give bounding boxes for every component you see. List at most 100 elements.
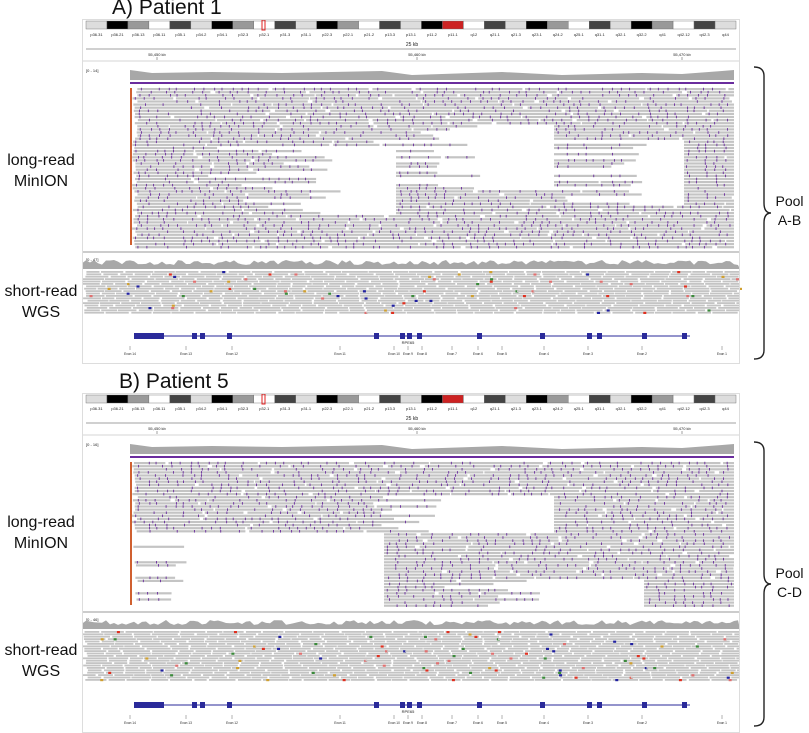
insertion-marker <box>512 205 514 209</box>
insertion-marker <box>224 115 226 119</box>
insertion-marker <box>720 576 722 580</box>
insertion-marker <box>363 520 365 524</box>
insertion-marker <box>138 177 140 181</box>
insertion-marker <box>715 557 717 561</box>
insertion-marker <box>315 109 317 113</box>
insertion-marker <box>727 464 729 468</box>
insertion-marker <box>399 202 401 206</box>
insertion-marker <box>501 554 503 558</box>
insertion-marker <box>140 87 142 91</box>
mismatch-marker <box>660 645 664 648</box>
long-read <box>730 545 734 548</box>
insertion-marker <box>727 598 729 601</box>
short-read <box>440 278 462 280</box>
insertion-marker <box>167 477 168 480</box>
mismatch-marker <box>116 631 120 634</box>
insertion-marker <box>598 557 599 561</box>
gene-name-label: RPE65 <box>402 709 415 714</box>
short-read <box>462 657 490 660</box>
short-read <box>564 655 585 657</box>
long-read <box>384 592 435 595</box>
short-read <box>696 635 724 638</box>
insertion-marker <box>725 159 727 162</box>
short-read <box>442 273 460 276</box>
insertion-marker <box>194 474 196 477</box>
insertion-marker <box>364 474 366 477</box>
insertion-marker <box>203 211 205 215</box>
igv-browser-panel-a[interactable]: p36.31 p36.21 p36.13 p36.11 p35.1 p34.2 p34.1 p… <box>82 19 742 364</box>
insertion-marker <box>491 118 493 122</box>
long-read <box>596 236 631 239</box>
insertion-marker <box>727 579 729 583</box>
insertion-marker <box>441 483 442 487</box>
insertion-marker <box>344 483 346 487</box>
short-read <box>162 297 185 300</box>
insertion-marker <box>209 180 211 184</box>
insertion-marker <box>700 576 702 580</box>
insertion-marker <box>648 505 650 508</box>
short-read <box>649 275 668 278</box>
ideogram-band <box>379 394 401 404</box>
mismatch-marker <box>332 674 336 677</box>
insertion-marker <box>433 489 434 493</box>
insertion-marker <box>664 601 666 604</box>
short-read <box>262 674 281 676</box>
insertion-marker <box>319 517 321 521</box>
short-read <box>635 633 663 636</box>
insertion-marker <box>693 137 695 140</box>
insertion-marker <box>227 508 228 511</box>
insertion-marker <box>225 177 226 181</box>
long-read-range-label: [0 - 14] <box>86 68 98 73</box>
insertion-marker <box>708 112 710 116</box>
insertion-marker <box>722 171 724 175</box>
short-read <box>679 307 693 309</box>
short-read <box>420 275 434 278</box>
mismatch-marker <box>739 287 742 290</box>
insertion-marker <box>716 180 717 184</box>
insertion-marker <box>405 131 407 134</box>
insertion-marker <box>670 227 672 230</box>
insertion-marker <box>441 548 443 552</box>
insertion-marker <box>717 205 718 209</box>
ideogram-band-label: p36.13 <box>132 406 145 411</box>
short-read <box>239 307 253 309</box>
short-read <box>409 655 437 657</box>
long-read <box>334 140 374 143</box>
insertion-marker <box>610 536 612 539</box>
igv-browser-panel-b[interactable]: p36.31 p36.21 p36.13 p36.11 p35.1 p34.2 p34.1 p… <box>82 393 742 733</box>
insertion-marker <box>171 464 173 468</box>
long-read <box>329 499 442 502</box>
short-read <box>499 309 517 312</box>
insertion-marker <box>702 592 704 595</box>
short-read <box>125 271 154 273</box>
insertion-marker <box>476 245 478 249</box>
ruler-tick-label: 55,470 kb <box>673 52 691 57</box>
insertion-marker <box>554 205 556 209</box>
insertion-marker <box>655 211 657 215</box>
insertion-marker <box>195 202 197 206</box>
long-read <box>357 468 491 471</box>
insertion-marker <box>635 118 637 122</box>
insertion-marker <box>428 474 430 477</box>
insertion-marker <box>161 208 163 212</box>
insertion-marker <box>140 131 142 134</box>
chromosome-ideogram: p36.31 p36.21 p36.13 p36.11 p35.1 p34.2 p34.1 p… <box>85 19 737 37</box>
insertion-marker <box>646 224 648 227</box>
short-read <box>292 657 314 660</box>
short-read <box>245 647 272 650</box>
insertion-marker <box>654 567 656 570</box>
insertion-marker <box>365 115 367 119</box>
insertion-marker <box>163 199 165 202</box>
insertion-marker <box>298 471 300 474</box>
insertion-marker <box>302 520 304 524</box>
long-read <box>461 536 559 539</box>
insertion-marker <box>184 125 186 128</box>
insertion-marker <box>616 461 618 465</box>
insertion-marker <box>664 592 666 595</box>
insertion-marker <box>175 502 177 505</box>
insertion-marker <box>601 183 603 187</box>
insertion-marker <box>604 495 606 499</box>
insertion-marker <box>680 567 681 570</box>
short-read <box>454 290 479 292</box>
insertion-marker <box>616 477 617 480</box>
